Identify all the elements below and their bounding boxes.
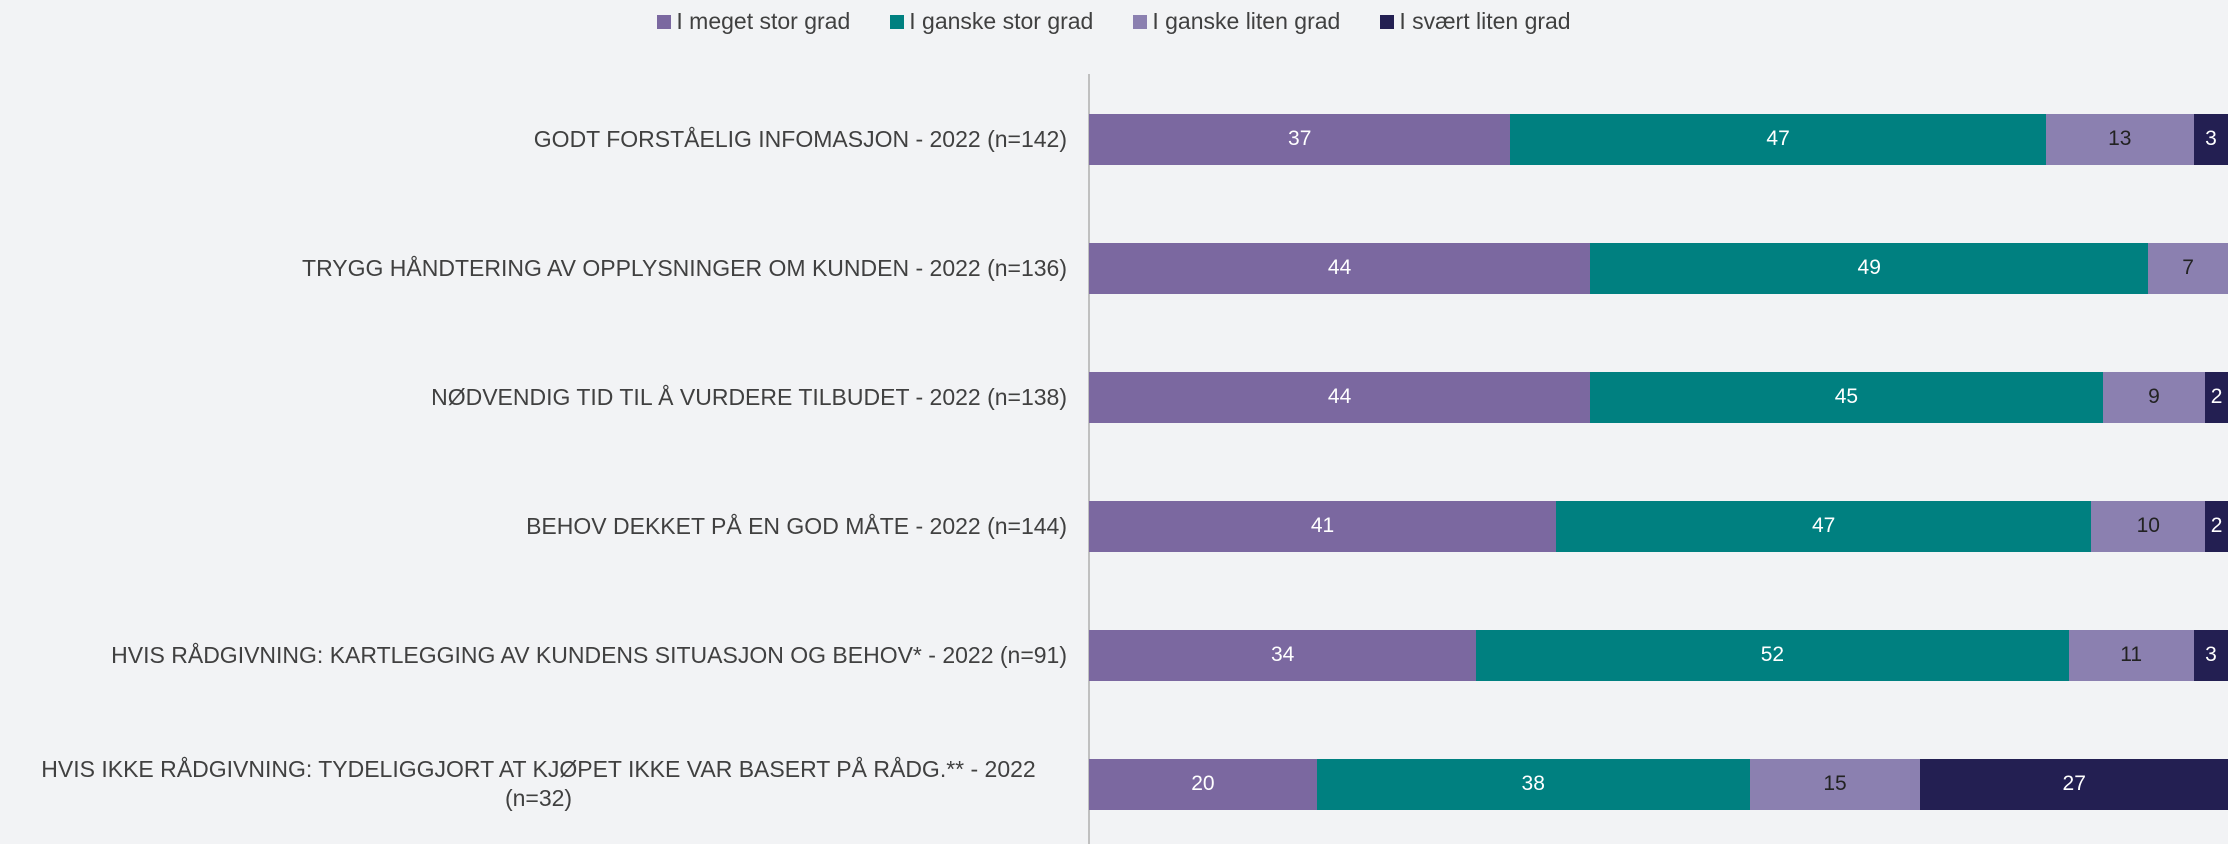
row-label: HVIS RÅDGIVNING: KARTLEGGING AV KUNDENS …	[10, 615, 1067, 695]
bar-segment: 27	[1920, 758, 2228, 810]
bar-segment: 47	[1555, 500, 2092, 552]
row-label: HVIS IKKE RÅDGIVNING: TYDELIGGJORT AT KJ…	[10, 744, 1067, 824]
bar-segment: 10	[2091, 500, 2206, 552]
bar-segment: 9	[2102, 371, 2206, 423]
legend-label: I svært liten grad	[1399, 8, 1571, 34]
legend-swatch	[657, 14, 672, 29]
data-label: 3	[2205, 127, 2217, 150]
data-label: 20	[1191, 772, 1215, 795]
data-label: 2	[2210, 514, 2223, 537]
bar-segment: 34	[1089, 629, 1477, 681]
data-label: 37	[1288, 127, 1312, 150]
data-label: 2	[2210, 385, 2223, 408]
legend-item: I ganske liten grad	[1133, 8, 1340, 35]
data-label: 13	[2108, 127, 2132, 150]
bar-segment: 7	[2148, 242, 2228, 294]
bar-segment: 2	[2205, 500, 2228, 552]
data-label: 44	[1327, 385, 1352, 408]
bar-segment: 2	[2205, 371, 2228, 423]
data-label: 11	[2120, 643, 2143, 666]
bar-segment: 11	[2068, 629, 2194, 681]
data-label: 9	[2148, 385, 2160, 408]
legend: I meget stor grad I ganske stor grad I gan…	[0, 8, 2228, 35]
data-label: 27	[2062, 772, 2086, 795]
legend-item: I meget stor grad	[657, 8, 850, 35]
bar-segment: 37	[1089, 113, 1511, 165]
data-label: 3	[2205, 643, 2217, 666]
bar-segment: 49	[1590, 242, 2149, 294]
bar-segment: 20	[1089, 758, 1317, 810]
row-label: GODT FORSTÅELIG INFOMASJON - 2022 (n=142…	[10, 99, 1067, 179]
category-label: HVIS RÅDGIVNING: KARTLEGGING AV KUNDENS …	[111, 641, 1067, 668]
bar-segment: 44	[1089, 242, 1591, 294]
data-label: 47	[1766, 127, 1790, 150]
data-label: 41	[1310, 514, 1335, 537]
bar-segment: 41	[1089, 500, 1556, 552]
data-label: 38	[1521, 772, 1545, 795]
bar-segment: 38	[1316, 758, 1750, 810]
legend-swatch	[1133, 14, 1148, 29]
legend-swatch	[890, 14, 905, 29]
bar-segment: 13	[2045, 113, 2194, 165]
data-label: 49	[1857, 256, 1881, 279]
data-label: 34	[1270, 643, 1295, 666]
category-label: HVIS IKKE RÅDGIVNING: TYDELIGGJORT AT KJ…	[41, 756, 1036, 811]
data-label: 15	[1823, 772, 1847, 795]
row-label: BEHOV DEKKET PÅ EN GOD MÅTE - 2022 (n=14…	[10, 486, 1067, 566]
data-label: 7	[2182, 256, 2194, 279]
legend-swatch	[1380, 14, 1395, 29]
bar-segment: 3	[2193, 113, 2228, 165]
legend-label: I ganske liten grad	[1152, 8, 1341, 34]
category-label: GODT FORSTÅELIG INFOMASJON - 2022 (n=142…	[533, 125, 1067, 152]
bar-segment: 44	[1089, 371, 1591, 423]
data-label: 45	[1834, 385, 1859, 408]
data-label: 52	[1760, 643, 1785, 666]
category-label: NØDVENDIG TID TIL Å VURDERE TILBUDET - 2…	[431, 383, 1067, 410]
legend-item: I ganske stor grad	[890, 8, 1093, 35]
bar-segment: 45	[1590, 371, 2103, 423]
row-label: TRYGG HÅNDTERING AV OPPLYSNINGER OM KUND…	[10, 228, 1067, 308]
legend-item: I svært liten grad	[1380, 8, 1571, 35]
legend-label: I ganske stor grad	[909, 8, 1094, 34]
bar-segment: 47	[1510, 113, 2046, 165]
data-label: 44	[1327, 256, 1352, 279]
row-label: NØDVENDIG TID TIL Å VURDERE TILBUDET - 2…	[10, 357, 1067, 437]
bar-segment: 15	[1749, 758, 1921, 810]
bar-segment: 52	[1476, 629, 2069, 681]
data-label: 47	[1811, 514, 1836, 537]
category-axis	[1088, 74, 1090, 844]
legend-label: I meget stor grad	[676, 8, 851, 34]
category-label: BEHOV DEKKET PÅ EN GOD MÅTE - 2022 (n=14…	[526, 512, 1067, 539]
category-label: TRYGG HÅNDTERING AV OPPLYSNINGER OM KUND…	[302, 254, 1067, 281]
bar-segment: 3	[2193, 629, 2228, 681]
data-label: 10	[2136, 514, 2160, 537]
